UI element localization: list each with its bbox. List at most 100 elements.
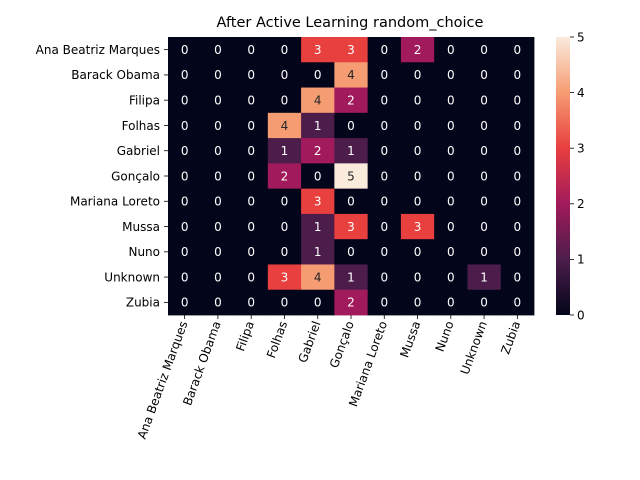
cell-value-label: 4 (347, 68, 355, 82)
cell-value-label: 0 (380, 119, 388, 133)
heatmap-cell (400, 188, 435, 215)
cell-value-label: 1 (347, 144, 355, 158)
cell-value-label: 2 (414, 43, 422, 57)
heatmap-cell (267, 213, 302, 240)
heatmap-cell (168, 87, 202, 114)
cell-value-label: 0 (514, 169, 522, 183)
cell-value-label: 0 (181, 169, 189, 183)
heatmap-cell (267, 188, 302, 215)
heatmap-cell (234, 213, 269, 240)
heatmap-cell (500, 87, 535, 114)
colorbar (556, 37, 570, 315)
heatmap-cell (234, 112, 269, 139)
heatmap-cell (400, 62, 435, 88)
heatmap-cell (434, 87, 468, 114)
heatmap-cell (467, 112, 502, 139)
cell-value-label: 0 (480, 195, 488, 209)
heatmap-cell (234, 188, 269, 215)
cell-value-label: 0 (447, 43, 455, 57)
heatmap-cell (334, 289, 369, 316)
heatmap-cell (168, 112, 202, 139)
heatmap-cell (301, 213, 335, 240)
heatmap-cell (168, 163, 202, 190)
cell-value-label: 0 (380, 93, 388, 107)
heatmap-cell (367, 87, 402, 114)
colorbar-tick-label: 2 (577, 197, 585, 211)
y-tick-label: Barack Obama (71, 68, 160, 82)
heatmap-cell (400, 239, 435, 265)
cell-value-label: 0 (281, 68, 289, 82)
heatmap-cell (301, 62, 335, 88)
heatmap-cell (467, 37, 502, 63)
cell-value-label: 0 (414, 144, 422, 158)
cell-value-label: 0 (247, 296, 255, 310)
heatmap-cell (367, 213, 402, 240)
cell-value-label: 0 (447, 195, 455, 209)
colorbar-tick-label: 3 (577, 142, 585, 156)
heatmap-cell (367, 112, 402, 139)
cell-value-label: 0 (214, 169, 222, 183)
heatmap-cell (267, 37, 302, 63)
x-tick-label: Gabriel (296, 319, 324, 364)
heatmap-cell (234, 163, 269, 190)
cell-value-label: 0 (514, 270, 522, 284)
heatmap-cell (467, 213, 502, 240)
cell-value-label: 0 (480, 119, 488, 133)
heatmap-cell (467, 188, 502, 215)
heatmap-cell (301, 87, 335, 114)
heatmap-cell (234, 289, 269, 316)
heatmap-cell (467, 289, 502, 316)
heatmap-cell (467, 264, 502, 291)
heatmap-cell (400, 87, 435, 114)
heatmap-cell (168, 213, 202, 240)
cell-value-label: 0 (414, 270, 422, 284)
heatmap-cell (168, 188, 202, 215)
heatmap-cell (267, 112, 302, 139)
cell-value-label: 0 (214, 195, 222, 209)
cell-value-label: 1 (480, 270, 488, 284)
x-tick-label: Unknown (458, 319, 490, 376)
colorbar-tick-label: 1 (577, 253, 585, 267)
cell-value-label: 0 (247, 195, 255, 209)
heatmap-cell (334, 37, 369, 63)
heatmap-cell (434, 37, 468, 63)
cell-value-label: 0 (214, 68, 222, 82)
heatmap-cell (234, 264, 269, 291)
heatmap-cell (500, 163, 535, 190)
heatmap-cell (400, 138, 435, 164)
heatmap-cell (500, 112, 535, 139)
heatmap-cell (467, 138, 502, 164)
cell-value-label: 4 (314, 270, 322, 284)
cell-value-label: 0 (380, 195, 388, 209)
cell-value-label: 0 (181, 195, 189, 209)
cell-value-label: 0 (314, 296, 322, 310)
cell-value-label: 0 (414, 169, 422, 183)
cell-value-label: 5 (347, 169, 355, 183)
cell-value-label: 0 (414, 245, 422, 259)
chart-title: After Active Learning random_choice (217, 15, 484, 31)
heatmap-cell (168, 62, 202, 88)
heatmap-cell (234, 87, 269, 114)
cell-value-label: 0 (281, 220, 289, 234)
heatmap-cell (267, 264, 302, 291)
heatmap-cell (367, 264, 402, 291)
x-tick-label: Mussa (397, 319, 423, 359)
cell-value-label: 1 (281, 144, 289, 158)
heatmap-cell (301, 188, 335, 215)
cell-value-label: 0 (480, 68, 488, 82)
heatmap-cell (201, 37, 235, 63)
cell-value-label: 0 (214, 93, 222, 107)
heatmap-cell (234, 138, 269, 164)
heatmap-cell (334, 188, 369, 215)
cell-value-label: 0 (514, 144, 522, 158)
cell-value-label: 3 (314, 43, 322, 57)
cell-value-label: 2 (347, 296, 355, 310)
heatmap-cell (500, 239, 535, 265)
y-tick-label: Filipa (129, 93, 160, 107)
heatmap-cell (301, 289, 335, 316)
heatmap-cell (367, 62, 402, 88)
cell-value-label: 0 (347, 195, 355, 209)
cell-value-label: 0 (414, 296, 422, 310)
cell-value-label: 0 (214, 220, 222, 234)
cell-value-label: 0 (514, 68, 522, 82)
